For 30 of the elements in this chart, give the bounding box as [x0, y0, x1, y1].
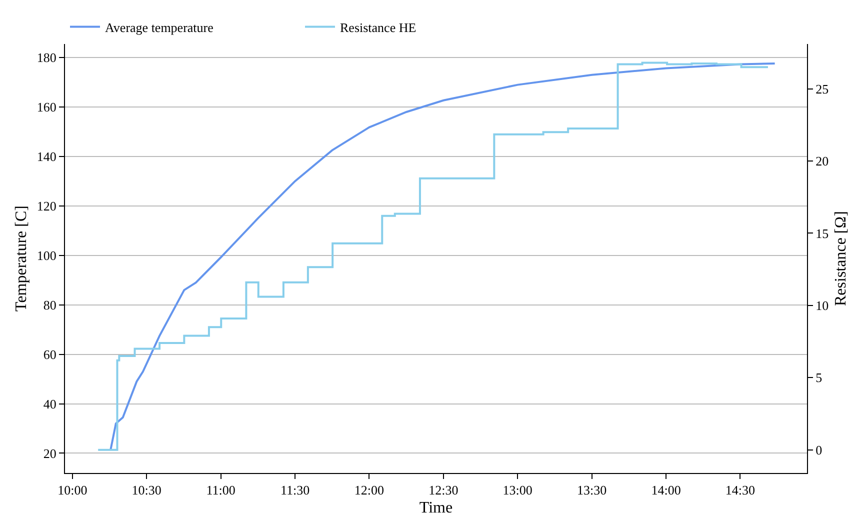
y2-tick-label: 25: [816, 81, 829, 96]
x-axis-title: Time: [419, 499, 453, 516]
y-tick-label: 160: [36, 100, 56, 115]
x-tick-label: 14:00: [651, 482, 681, 498]
y-tick-label: 100: [36, 248, 56, 263]
x-tick-label: 13:00: [502, 482, 532, 498]
x-tick-label: 11:30: [280, 482, 310, 498]
y2-tick-label: 15: [816, 226, 829, 241]
y2-tick-label: 0: [816, 442, 822, 458]
y-tick-label: 180: [36, 50, 56, 66]
x-tick-label: 14:30: [725, 482, 756, 498]
x-tick-label: 13:30: [577, 482, 607, 498]
x-tick-label: 11:00: [206, 482, 236, 498]
x-tick-label: 10:30: [132, 482, 162, 498]
y-tick-label: 120: [36, 198, 56, 214]
y2-tick-label: 5: [816, 370, 822, 386]
y-tick-label: 140: [36, 149, 56, 164]
y-axis-title: Temperature [C]: [12, 206, 30, 312]
legend-label: Average temperature: [105, 20, 214, 35]
y2-tick-label: 10: [816, 298, 829, 313]
x-tick-label: 12:00: [354, 482, 384, 498]
y-tick-label: 80: [43, 297, 56, 312]
y-tick-label: 40: [43, 396, 56, 412]
legend-label: Resistance HE: [340, 20, 416, 35]
y-tick-label: 20: [43, 446, 56, 461]
x-tick-label: 10:00: [58, 482, 88, 498]
y-tick-label: 60: [43, 346, 56, 362]
y2-tick-label: 20: [816, 154, 829, 169]
y2-axis-title: Resistance [Ω]: [832, 211, 850, 306]
x-tick-label: 12:30: [428, 482, 458, 498]
